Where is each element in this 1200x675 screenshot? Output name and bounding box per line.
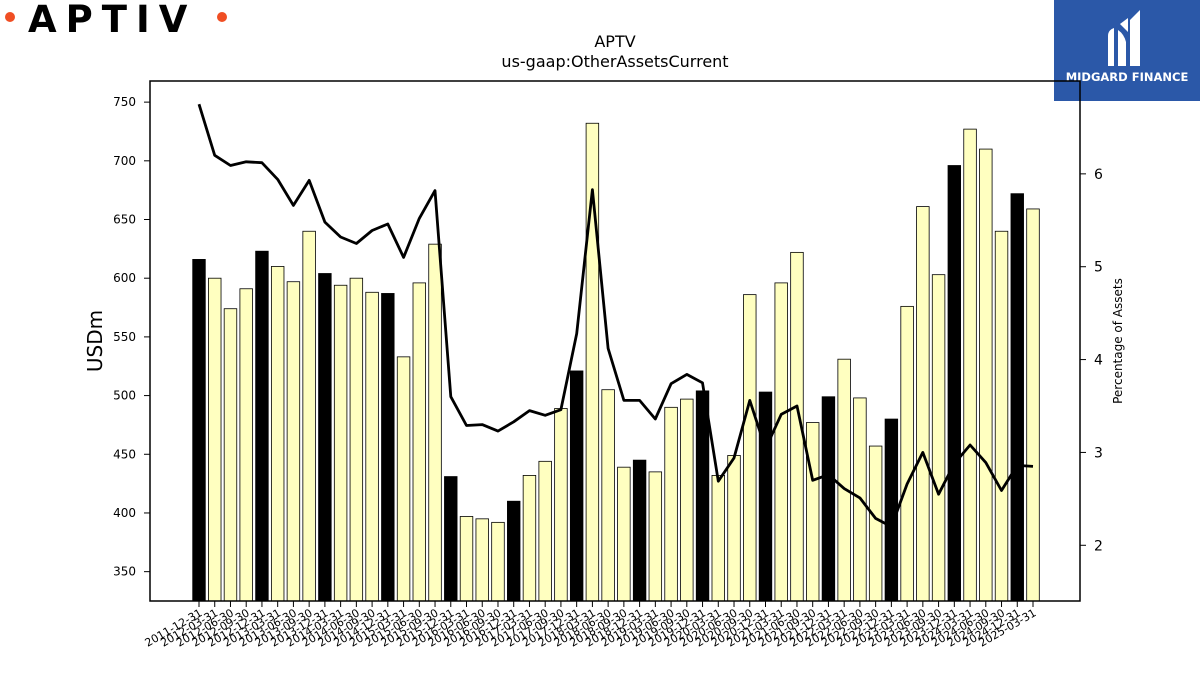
bar-2023-09-30 [931,274,946,602]
y2-tick-label: 3 [1094,445,1103,461]
y2-tick-label: 6 [1094,167,1103,183]
bar-2019-03-31 [648,471,663,602]
plot-frame [149,80,1081,602]
bar-2019-09-30 [680,398,694,602]
bar-2015-03-31 [396,356,411,602]
bar-2019-12-31 [695,390,710,602]
bar-2018-06-30 [601,389,615,602]
bar-2017-03-31 [522,475,537,602]
bar-2020-03-31 [711,475,725,602]
percentage-line [197,103,1034,529]
midgard-finance-logo: MIDGARD FINANCE [1054,0,1200,101]
bar-2020-12-31 [758,391,773,602]
x-axis: 2011-12-312012-03-312012-06-302012-09-30… [143,601,1039,650]
bar-2021-09-30 [806,422,820,602]
bar-2013-09-30 [302,230,316,602]
bar-2017-12-31 [569,370,584,602]
y-axis-left: 350 400 450 500 550 600 650 700 750 [113,95,150,579]
bar-2015-12-31 [444,476,458,602]
bar-2021-12-31 [821,396,836,602]
bar-2024-12-31 [1010,193,1024,602]
bar-2014-06-30 [349,277,364,602]
bar-2021-03-31 [774,282,788,602]
bar-2022-12-31 [884,418,899,602]
bar-2014-12-31 [381,293,395,602]
bar-2017-06-30 [538,460,552,602]
y-tick-label: 450 [113,447,136,461]
bar-2018-12-31 [632,459,647,602]
bar-2024-06-30 [979,148,993,602]
bar-2013-03-31 [270,266,285,602]
bar-2012-03-31 [208,277,222,602]
y-tick-label: 650 [113,213,136,227]
line-series [197,103,1034,529]
y-tick-label: 750 [113,95,136,109]
bar-2016-06-30 [475,518,489,602]
bar-2014-09-30 [365,291,379,602]
logo-dot-right [217,12,227,22]
y-axis-right: 2 3 4 5 6 [1080,167,1103,554]
bar-2015-06-30 [412,282,426,602]
midgard-m-icon [1108,10,1140,66]
bar-2014-03-31 [333,284,348,602]
bar-2012-09-30 [239,288,253,602]
bar-2015-09-30 [428,243,442,602]
bar-2016-03-31 [459,516,474,602]
aptiv-logo-text: APTIV [28,0,197,41]
bar-2017-09-30 [554,408,568,602]
y-tick-label: 600 [113,271,136,285]
y-tick-label: 700 [113,154,136,168]
bar-2024-09-30 [994,230,1009,602]
bar-2016-12-31 [507,500,521,602]
bar-2013-12-31 [318,273,332,602]
y2-tick-label: 4 [1094,353,1103,369]
bar-2023-03-31 [900,305,914,602]
bar-2024-03-31 [963,128,977,602]
midgard-finance-text: MIDGARD FINANCE [1065,70,1189,84]
y2-axis-label: Percentage of Assets [1111,278,1125,404]
bar-2020-09-30 [743,294,757,602]
bar-2013-06-30 [286,281,301,602]
y-axis-label: USDm [83,310,107,372]
chart-title: APTV [594,32,636,51]
bar-2011-12-31 [192,259,206,602]
bar-2022-03-31 [837,358,851,602]
y2-tick-label: 2 [1094,538,1103,554]
bar-2023-12-31 [947,165,962,602]
bar-2012-06-30 [223,308,238,602]
bar-series [192,122,1040,602]
bar-2022-09-30 [868,445,883,602]
bar-2019-06-30 [664,406,678,602]
y-tick-label: 550 [113,330,136,344]
bar-2025-03-31 [1026,208,1040,602]
y-tick-label: 500 [113,389,136,403]
bar-2020-06-30 [727,455,741,602]
bar-2023-06-30 [916,206,930,602]
bar-2012-12-31 [255,250,269,602]
bar-2018-09-30 [617,466,631,602]
y-tick-label: 350 [113,565,136,579]
bar-2016-09-30 [491,521,505,602]
y2-tick-label: 5 [1094,260,1103,276]
y-tick-label: 400 [113,506,136,520]
logo-dot-left [5,12,15,22]
aptiv-logo: APTIV [0,0,240,42]
chart-subtitle: us-gaap:OtherAssetsCurrent [501,52,729,71]
